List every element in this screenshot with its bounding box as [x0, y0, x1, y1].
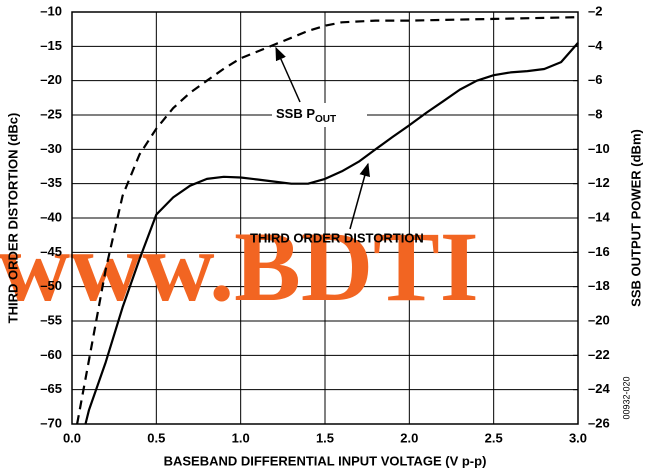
arrow-distortion: [349, 162, 370, 230]
y2-tick-label: –26: [588, 415, 610, 430]
arrow-pout: [275, 46, 301, 103]
x-tick-label: 1.5: [316, 430, 334, 445]
series-line: [76, 16, 579, 425]
y-tick-label: –40: [40, 209, 62, 224]
x-axis-label: BASEBAND DIFFERENTIAL INPUT VOLTAGE (V p…: [164, 453, 487, 468]
y-tick-label: –55: [40, 312, 62, 327]
figure-id: 00932-020: [621, 376, 631, 419]
lines: [76, 16, 579, 425]
y-axis-label: THIRD ORDER DISTORTION (dBc): [5, 113, 20, 324]
y2-tick-label: –24: [588, 381, 610, 396]
grid: [71, 11, 579, 425]
y2-tick-label: –22: [588, 347, 610, 362]
annotation-pout-main: SSB P: [276, 106, 315, 121]
y2-axis-label: SSB OUTPUT POWER (dBm): [628, 129, 643, 307]
y-tick-label: –25: [40, 106, 62, 121]
series-line: [84, 42, 579, 425]
x-tick-label: 3.0: [569, 430, 587, 445]
y-tick-label: –30: [40, 141, 62, 156]
y-tick-label: –60: [40, 347, 62, 362]
y-tick-label: –15: [40, 38, 62, 53]
annotation-pout: SSB POUT: [276, 106, 336, 124]
x-tick-label: 1.0: [232, 430, 250, 445]
y2-tick-label: –2: [588, 3, 602, 18]
ticks: 0.0 0.5 1.0 1.5 2.0 2.5 3.0 –10 –15 –20 –25 –30 –35 –…: [40, 3, 610, 445]
y2-tick-label: –8: [588, 106, 602, 121]
y-tick-label: –65: [40, 381, 62, 396]
y2-tick-label: –10: [588, 141, 610, 156]
y-tick-label: –70: [40, 415, 62, 430]
x-tick-label: 2.0: [400, 430, 418, 445]
label-bg: [272, 103, 367, 127]
x-tick-label: 2.5: [485, 430, 503, 445]
y2-tick-label: –6: [588, 72, 602, 87]
x-tick-label: 0.5: [147, 430, 165, 445]
annotation-pout-sub: OUT: [315, 114, 336, 125]
y2-tick-label: –18: [588, 278, 610, 293]
watermark: www.BDTI: [0, 211, 479, 322]
y-tick-label: –35: [40, 175, 62, 190]
y-tick-label: –10: [40, 3, 62, 18]
y2-tick-label: –14: [588, 209, 610, 224]
y-tick-label: –20: [40, 72, 62, 87]
annotation-distortion: THIRD ORDER DISTORTION: [250, 230, 424, 245]
y2-tick-label: –12: [588, 175, 610, 190]
y2-tick-label: –4: [588, 38, 603, 53]
y-tick-label: –45: [40, 244, 62, 259]
y2-tick-label: –20: [588, 312, 610, 327]
y-tick-label: –50: [40, 278, 62, 293]
y2-tick-label: –16: [588, 244, 610, 259]
x-tick-label: 0.0: [63, 430, 81, 445]
